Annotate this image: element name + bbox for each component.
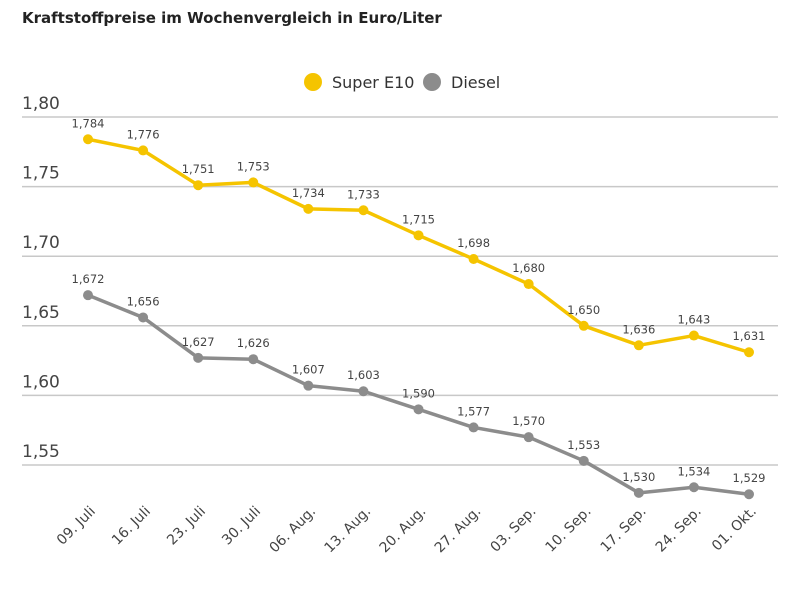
data-label: 1,553 [567, 438, 600, 452]
x-tick-label: 03. Sep. [487, 504, 539, 556]
data-label: 1,590 [402, 386, 435, 400]
data-point [193, 352, 204, 363]
x-tick-label: 30. Juli [219, 504, 264, 549]
data-label: 1,734 [292, 186, 325, 200]
x-tick-label: 16. Juli [109, 504, 154, 549]
data-label: 1,751 [182, 162, 215, 176]
x-tick-label: 20. Aug. [377, 504, 430, 557]
x-tick-label: 27. Aug. [432, 504, 485, 557]
data-point [248, 177, 259, 188]
x-tick-label: 17. Sep. [598, 504, 650, 556]
data-point [633, 487, 644, 498]
data-point [248, 354, 259, 365]
data-label: 1,776 [127, 127, 160, 141]
data-point [303, 380, 314, 391]
data-label: 1,672 [72, 272, 105, 286]
legend-marker-diesel [423, 73, 441, 91]
data-label: 1,715 [402, 212, 435, 226]
y-tick-label: 1,65 [22, 303, 60, 323]
legend-marker-super-e10 [304, 73, 322, 91]
y-tick-label: 1,60 [22, 372, 60, 392]
chart-title: Kraftstoffpreise im Wochenvergleich in E… [22, 9, 442, 27]
data-point [83, 290, 93, 301]
data-point [744, 347, 754, 358]
data-point [83, 134, 93, 145]
data-label: 1,627 [182, 335, 215, 349]
y-tick-label: 1,55 [22, 442, 60, 462]
y-tick-label: 1,70 [22, 233, 60, 253]
x-tick-label: 10. Sep. [543, 504, 595, 556]
data-label: 1,784 [72, 116, 105, 130]
x-tick-label: 24. Sep. [653, 504, 705, 556]
data-point [468, 422, 479, 433]
y-tick-label: 1,75 [22, 164, 60, 184]
data-point [303, 203, 314, 214]
data-point [578, 320, 589, 331]
data-point [413, 230, 424, 241]
data-label: 1,603 [347, 368, 380, 382]
data-point [523, 279, 534, 290]
data-label: 1,607 [292, 363, 325, 377]
legend-label-super-e10: Super E10 [332, 73, 414, 92]
y-tick-label: 1,80 [22, 94, 60, 114]
data-point [138, 312, 149, 323]
x-tick-label: 09. Juli [54, 504, 99, 549]
data-point [744, 489, 754, 500]
data-label: 1,636 [622, 322, 655, 336]
legend-label-diesel: Diesel [451, 73, 500, 92]
data-label: 1,650 [567, 303, 600, 317]
x-tick-label: 23. Juli [164, 504, 209, 549]
data-label: 1,626 [237, 336, 270, 350]
legend: Super E10 Diesel [304, 73, 500, 92]
data-label: 1,530 [622, 470, 655, 484]
data-label: 1,570 [512, 414, 545, 428]
data-point [523, 432, 534, 443]
data-point [468, 253, 479, 264]
data-label: 1,698 [457, 236, 490, 250]
data-label: 1,680 [512, 261, 545, 275]
data-point [358, 205, 369, 216]
data-point [358, 386, 369, 397]
x-tick-label: 01. Okt. [709, 504, 760, 555]
data-point [688, 482, 699, 493]
data-point [413, 404, 424, 415]
x-tick-label: 13. Aug. [322, 504, 375, 557]
data-label: 1,656 [127, 294, 160, 308]
data-label: 1,733 [347, 187, 380, 201]
data-label: 1,631 [733, 329, 766, 343]
data-label: 1,534 [677, 464, 710, 478]
data-label: 1,529 [733, 471, 766, 485]
data-label: 1,643 [677, 313, 710, 327]
x-tick-label: 06. Aug. [266, 504, 319, 557]
data-point [138, 145, 149, 156]
data-label: 1,753 [237, 159, 270, 173]
data-point [193, 180, 204, 191]
data-point [578, 455, 589, 466]
data-point [633, 340, 644, 351]
data-label: 1,577 [457, 404, 490, 418]
data-point [688, 330, 699, 341]
